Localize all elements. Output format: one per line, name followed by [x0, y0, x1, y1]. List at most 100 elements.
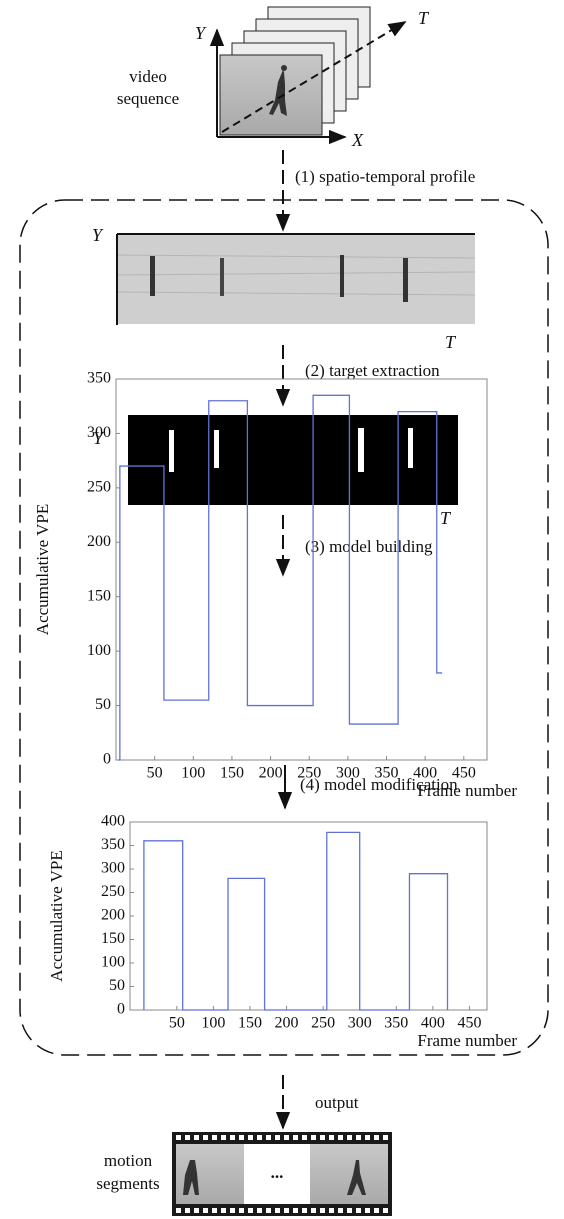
- film-hole: [293, 1135, 298, 1140]
- x-tick-label: 350: [384, 1015, 408, 1032]
- x-tick-label: 50: [169, 1015, 185, 1032]
- film-hole: [383, 1208, 388, 1213]
- film-hole: [266, 1208, 271, 1213]
- film-strip: [172, 1132, 392, 1216]
- input-label: video: [129, 67, 167, 86]
- y-tick-label: 200: [87, 533, 111, 550]
- y-tick-label: 250: [101, 883, 125, 900]
- x-axis-label: Frame number: [417, 781, 517, 800]
- film-hole: [338, 1135, 343, 1140]
- x-tick-label: 450: [457, 1015, 481, 1032]
- film-hole: [230, 1208, 235, 1213]
- output-label: segments: [96, 1174, 159, 1193]
- film-hole: [230, 1135, 235, 1140]
- y-tick-label: 150: [87, 587, 111, 604]
- plot-frame: [129, 821, 488, 1011]
- dashed-frame: [19, 199, 549, 1056]
- x-tick-label: 50: [147, 765, 163, 782]
- film-hole: [239, 1208, 244, 1213]
- film-hole: [374, 1208, 379, 1213]
- film-hole: [275, 1208, 280, 1213]
- y-tick-label: 200: [101, 907, 125, 924]
- ellipsis: ...: [271, 1163, 284, 1182]
- film-hole: [311, 1135, 316, 1140]
- y-tick-label: 300: [87, 424, 111, 441]
- film-hole: [347, 1208, 352, 1213]
- film-hole: [248, 1208, 253, 1213]
- film-hole: [284, 1135, 289, 1140]
- y-tick-label: 50: [109, 977, 125, 994]
- film-hole: [347, 1135, 352, 1140]
- film-hole: [176, 1208, 181, 1213]
- profile-t: T: [445, 332, 457, 352]
- film-hole: [329, 1208, 334, 1213]
- y-tick-label: 400: [101, 813, 125, 830]
- x-tick-label: 250: [311, 1015, 335, 1032]
- profile-y: Y: [92, 225, 104, 245]
- axis-t: T: [418, 8, 430, 28]
- film-hole: [284, 1208, 289, 1213]
- film-hole: [365, 1135, 370, 1140]
- target-t: T: [440, 508, 452, 528]
- video-stack: [209, 6, 407, 145]
- x-tick-label: 300: [348, 1015, 372, 1032]
- film-hole: [194, 1135, 199, 1140]
- x-tick-label: 200: [275, 1015, 299, 1032]
- x-tick-label: 100: [201, 1015, 225, 1032]
- film-hole: [266, 1135, 271, 1140]
- step-label: (2) target extraction: [305, 361, 440, 380]
- film-hole: [239, 1135, 244, 1140]
- film-hole: [356, 1208, 361, 1213]
- step-label: output: [315, 1093, 359, 1112]
- y-tick-label: 100: [101, 954, 125, 971]
- target-y: Y: [93, 428, 105, 448]
- target-image: [128, 415, 458, 505]
- x-tick-label: 450: [452, 765, 476, 782]
- y-tick-label: 350: [101, 836, 125, 853]
- y-tick-label: 50: [95, 696, 111, 713]
- film-hole: [311, 1208, 316, 1213]
- axis-x: X: [351, 130, 364, 150]
- film-hole: [356, 1135, 361, 1140]
- film-hole: [374, 1135, 379, 1140]
- vpe-line: [143, 831, 449, 1011]
- x-tick-label: 200: [259, 765, 283, 782]
- y-axis-label: Accumulative VPE: [33, 504, 52, 635]
- film-hole: [302, 1135, 307, 1140]
- film-hole: [212, 1135, 217, 1140]
- film-hole: [320, 1135, 325, 1140]
- y-tick-label: 0: [103, 751, 111, 768]
- film-hole: [221, 1135, 226, 1140]
- profile-image: [116, 233, 476, 325]
- film-hole: [185, 1208, 190, 1213]
- axis-y: Y: [195, 23, 207, 43]
- y-tick-label: 150: [101, 930, 125, 947]
- film-hole: [203, 1208, 208, 1213]
- film-hole: [383, 1135, 388, 1140]
- film-hole: [329, 1135, 334, 1140]
- input-label: sequence: [117, 89, 179, 108]
- step-label: (3) model building: [305, 537, 433, 556]
- film-hole: [257, 1208, 262, 1213]
- output-label: motion: [104, 1151, 153, 1170]
- x-tick-label: 250: [297, 765, 321, 782]
- x-tick-label: 400: [413, 765, 437, 782]
- film-hole: [320, 1208, 325, 1213]
- film-hole: [365, 1208, 370, 1213]
- film-hole: [212, 1208, 217, 1213]
- x-tick-label: 150: [238, 1015, 262, 1032]
- film-hole: [293, 1208, 298, 1213]
- x-tick-label: 150: [220, 765, 244, 782]
- x-tick-label: 100: [181, 765, 205, 782]
- x-tick-label: 350: [375, 765, 399, 782]
- film-hole: [185, 1135, 190, 1140]
- film-hole: [338, 1208, 343, 1213]
- y-tick-label: 0: [117, 1001, 125, 1018]
- film-hole: [194, 1208, 199, 1213]
- film-hole: [257, 1135, 262, 1140]
- plot-frame: [115, 378, 488, 761]
- y-axis-label: Accumulative VPE: [47, 850, 66, 981]
- film-hole: [302, 1208, 307, 1213]
- film-hole: [275, 1135, 280, 1140]
